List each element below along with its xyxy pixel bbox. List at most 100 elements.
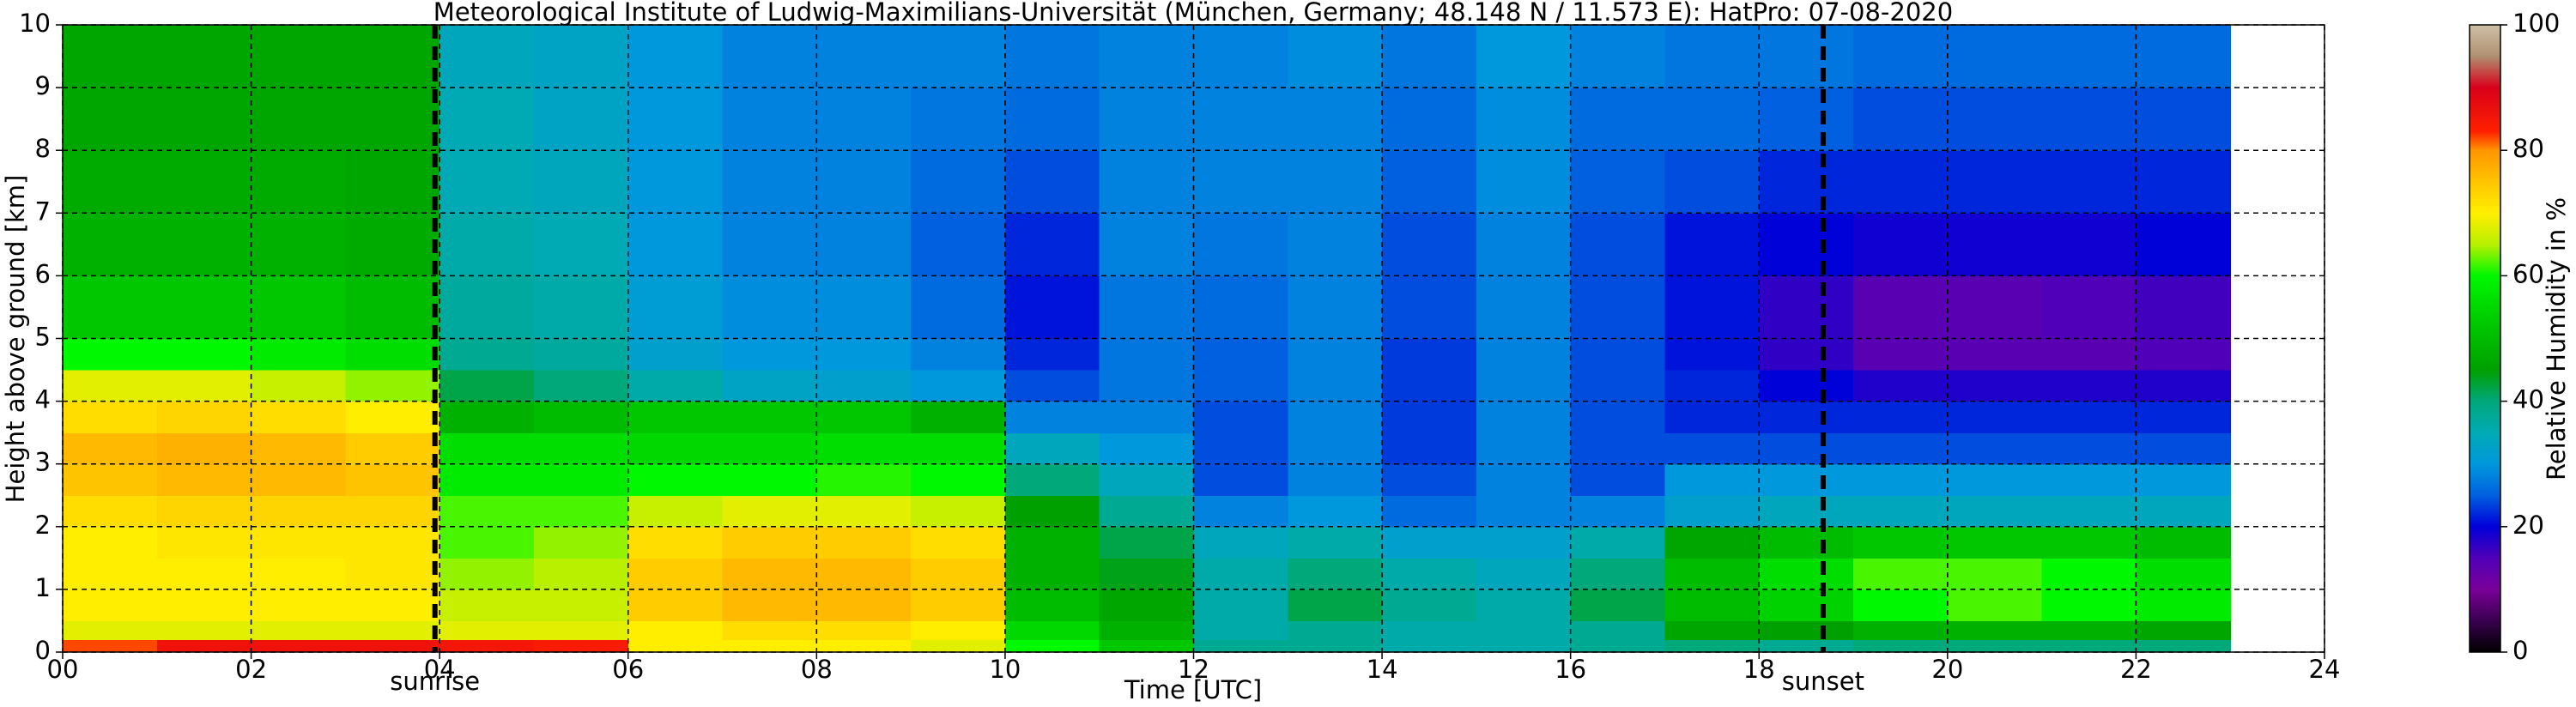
heatmap-cell [1570,620,1666,640]
heatmap-cell [1382,275,1477,340]
heatmap-cell [2136,275,2231,340]
heatmap-cell [2136,213,2231,276]
y-tick-label: 4 [35,385,51,414]
colorbar [2469,24,2501,653]
heatmap-cell [1099,589,1195,622]
x-tick-label: 08 [801,655,833,684]
y-tick-label: 3 [35,448,51,477]
heatmap-cell [439,25,535,88]
heatmap-cell [1947,620,2043,640]
heatmap-cell [627,370,724,402]
heatmap-cell [1570,88,1666,151]
heatmap-cell [722,338,817,371]
heatmap-cell [156,213,252,276]
heatmap-cell [722,150,817,214]
heatmap-cell [1193,589,1288,622]
heatmap-cell [251,338,346,371]
heatmap-cell [251,463,346,496]
heatmap-cell [1099,463,1195,496]
heatmap-cell [911,370,1006,402]
heatmap-cell [1853,401,1949,433]
heatmap-cell [439,275,535,340]
heatmap-cell [1288,432,1383,465]
heatmap-cell [1193,495,1288,528]
colorbar-tick-label: 20 [2512,511,2544,540]
x-tick-label: 24 [2309,655,2341,684]
heatmap-cell [2041,463,2137,496]
x-tick-label: 22 [2120,655,2152,684]
heatmap-cell [345,25,440,88]
heatmap-cell [816,589,912,622]
heatmap-cell [1193,370,1288,402]
heatmap-cell [1570,526,1666,559]
heatmap-cell [1759,150,1854,214]
heatmap-cell [2041,213,2137,276]
heatmap-cell [911,463,1006,496]
heatmap-cell [1476,639,1572,653]
heatmap-cell [345,338,440,371]
heatmap-cell [1759,639,1854,653]
heatmap-cell [1288,338,1383,371]
heatmap-cell [156,432,252,465]
heatmap-cell [1664,495,1760,528]
heatmap-cell [1759,25,1854,88]
heatmap-cell [533,150,629,214]
heatmap-cell [1004,432,1100,465]
x-tick-label: 06 [612,655,644,684]
heatmap-cell [1099,338,1195,371]
heatmap-cell [1853,463,1949,496]
heatmap-cell [1004,213,1100,276]
heatmap-cell [627,526,724,559]
x-tick-label: 14 [1367,655,1398,684]
y-tick-label: 5 [35,323,51,352]
heatmap-cell [345,463,440,496]
heatmap-cell [627,463,724,496]
heatmap-cell [911,620,1006,640]
heatmap-cell [2041,620,2137,640]
chart-title: Meteorological Institute of Ludwig-Maxim… [433,0,1953,27]
heatmap-cell [156,620,252,640]
heatmap-cell [439,526,535,559]
heatmap-cell [1099,526,1195,559]
heatmap-cell [1288,88,1383,151]
heatmap-cell [251,558,346,590]
heatmap-cell [1853,338,1949,371]
heatmap-cell [1099,432,1195,465]
heatmap-cell [63,275,158,340]
heatmap-cell [1759,432,1854,465]
y-tick-label: 10 [19,9,51,38]
heatmap-cell [1193,620,1288,640]
heatmap-cell [1288,620,1383,640]
heatmap-cell [1853,495,1949,528]
heatmap-cell [156,338,252,371]
heatmap-cell [1382,589,1477,622]
heatmap-cell [1759,495,1854,528]
heatmap-cell [1193,275,1288,340]
heatmap-cell [627,338,724,371]
heatmap-cell [1570,463,1666,496]
heatmap-cell [1853,432,1949,465]
heatmap-cell [722,213,817,276]
heatmap-cell [1476,495,1572,528]
heatmap-cell [1570,275,1666,340]
heatmap-cell [251,620,346,640]
heatmap-cell [1382,432,1477,465]
heatmap-cell [1193,526,1288,559]
heatmap-cell [1759,526,1854,559]
heatmap-cell [63,463,158,496]
heatmap-cell [2136,589,2231,622]
heatmap-cell [911,432,1006,465]
heatmap-cell [816,88,912,151]
colorbar-tick-label: 40 [2512,385,2544,414]
heatmap-cell [2136,150,2231,214]
heatmap-cell [345,639,440,653]
heatmap-cell [439,213,535,276]
heatmap-cell [251,275,346,340]
heatmap-cell [1193,338,1288,371]
heatmap-cell [1570,639,1666,653]
heatmap-cell [1288,275,1383,340]
heatmap-cell [1947,150,2043,214]
heatmap-cell [63,495,158,528]
heatmap-cell [1570,558,1666,590]
